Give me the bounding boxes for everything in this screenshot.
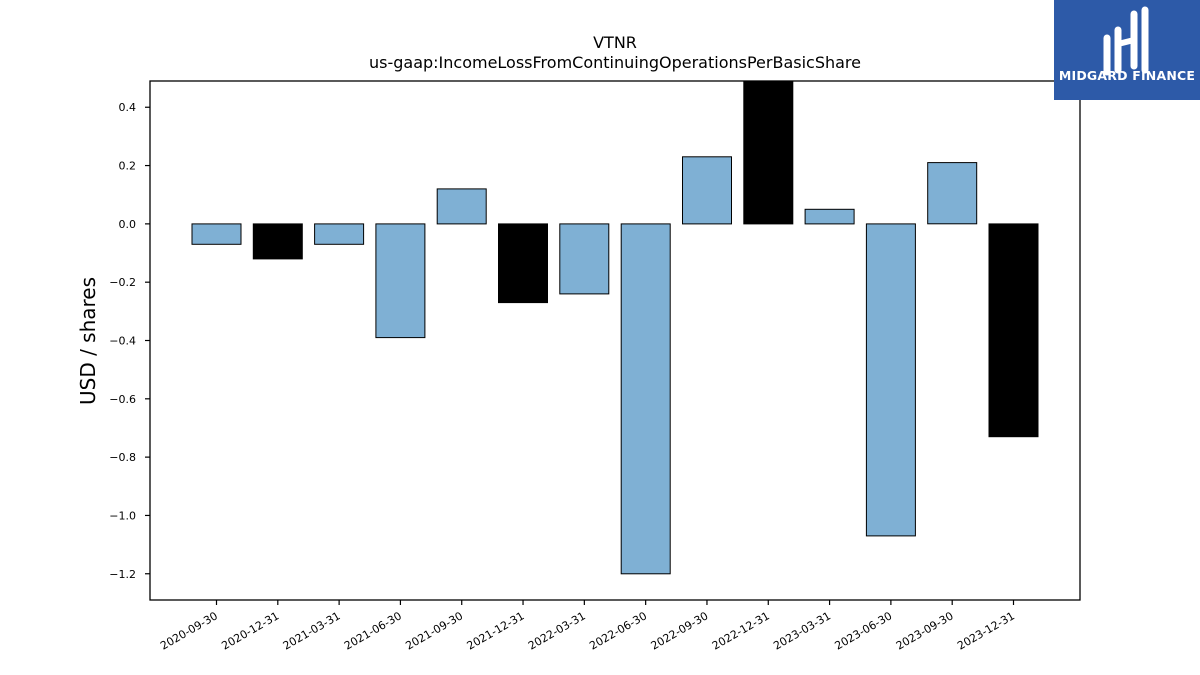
- y-tick-label: 0.2: [119, 160, 137, 173]
- x-tick-label: 2020-12-31: [219, 609, 281, 652]
- x-tick-label: 2023-06-30: [833, 609, 895, 652]
- y-tick-label: −1.2: [109, 568, 136, 581]
- chart-subtitle: us-gaap:IncomeLossFromContinuingOperatio…: [369, 53, 861, 72]
- x-axis-ticks: 2020-09-30 2020-12-31 2021-03-31 2021-06-30…: [158, 600, 1017, 653]
- x-tick-label: 2021-06-30: [342, 609, 404, 652]
- y-axis-ticks: 0.4 0.2 0.0 −0.2 −0.4 −0.6 −0.8 −1.0 −1.2: [109, 101, 150, 581]
- y-tick-label: −0.6: [109, 393, 136, 406]
- bar-2022-06-30: [620, 223, 671, 575]
- brand-mark-icon: [1103, 6, 1149, 76]
- x-tick-label: 2020-09-30: [158, 609, 220, 652]
- bar-2021-12-31: [498, 223, 548, 304]
- bar-2022-09-30: [682, 156, 732, 225]
- bar-2023-03-31: [804, 208, 855, 225]
- y-tick-label: −0.4: [109, 335, 136, 348]
- y-tick-label: −0.2: [109, 276, 136, 289]
- plot-frame: [149, 80, 1081, 601]
- bars-group: [191, 80, 1039, 575]
- bar-2021-03-31: [314, 223, 365, 245]
- y-axis-label: USD / shares: [76, 277, 100, 405]
- bar-2023-09-30: [927, 162, 978, 225]
- x-tick-label: 2021-09-30: [403, 609, 465, 652]
- y-tick-label: 0.4: [119, 101, 137, 114]
- x-tick-label: 2023-09-30: [894, 609, 956, 652]
- x-tick-label: 2021-12-31: [465, 609, 527, 652]
- x-tick-label: 2022-12-31: [710, 609, 772, 652]
- y-tick-label: 0.0: [119, 218, 137, 231]
- x-tick-label: 2022-06-30: [587, 609, 649, 652]
- x-tick-label: 2021-03-31: [281, 609, 343, 652]
- bar-2021-09-30: [436, 188, 487, 225]
- brand-name: MIDGARD FINANCE: [1058, 68, 1196, 83]
- bar-2020-09-30: [191, 223, 242, 245]
- x-tick-label: 2023-03-31: [771, 609, 833, 652]
- x-tick-label: 2022-03-31: [526, 609, 588, 652]
- y-tick-label: −1.0: [109, 509, 136, 522]
- brand-logo: MIDGARD FINANCE: [1054, 0, 1200, 100]
- bar-2023-12-31: [988, 223, 1039, 438]
- y-tick-label: −0.8: [109, 451, 136, 464]
- bar-2021-06-30: [375, 223, 426, 339]
- bar-2022-12-31: [743, 80, 794, 225]
- bar-2022-03-31: [559, 223, 610, 295]
- bar-2023-06-30: [865, 223, 916, 537]
- bar-2020-12-31: [252, 223, 303, 260]
- x-tick-label: 2023-12-31: [955, 609, 1017, 652]
- chart-title: VTNR: [593, 33, 637, 52]
- x-tick-label: 2022-09-30: [649, 609, 711, 652]
